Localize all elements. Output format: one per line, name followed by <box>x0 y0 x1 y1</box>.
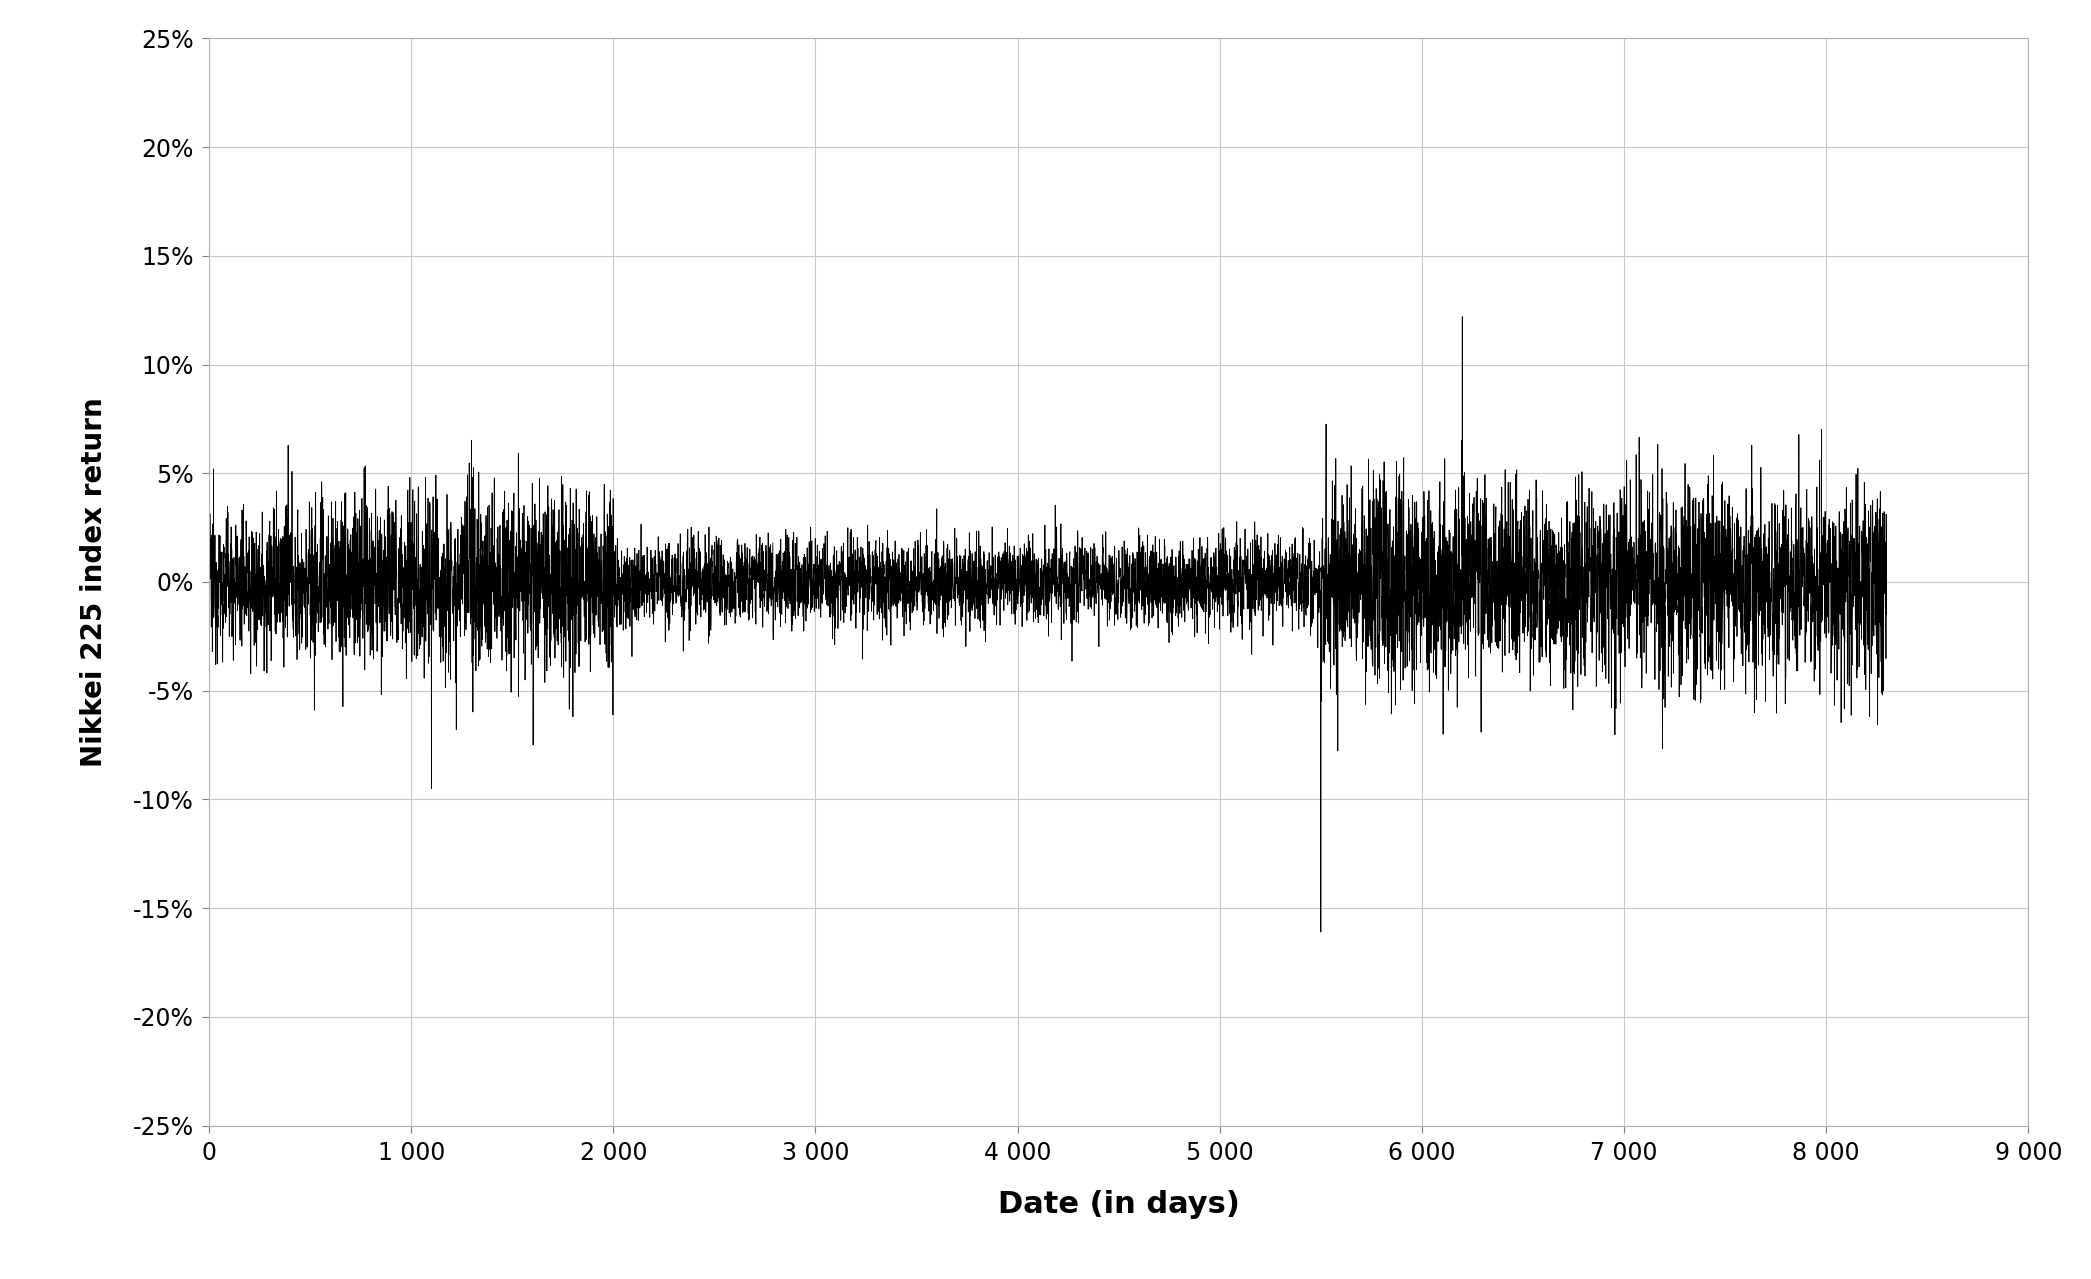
X-axis label: Date (in days): Date (in days) <box>997 1189 1240 1219</box>
Y-axis label: Nikkei 225 index return: Nikkei 225 index return <box>79 396 109 767</box>
